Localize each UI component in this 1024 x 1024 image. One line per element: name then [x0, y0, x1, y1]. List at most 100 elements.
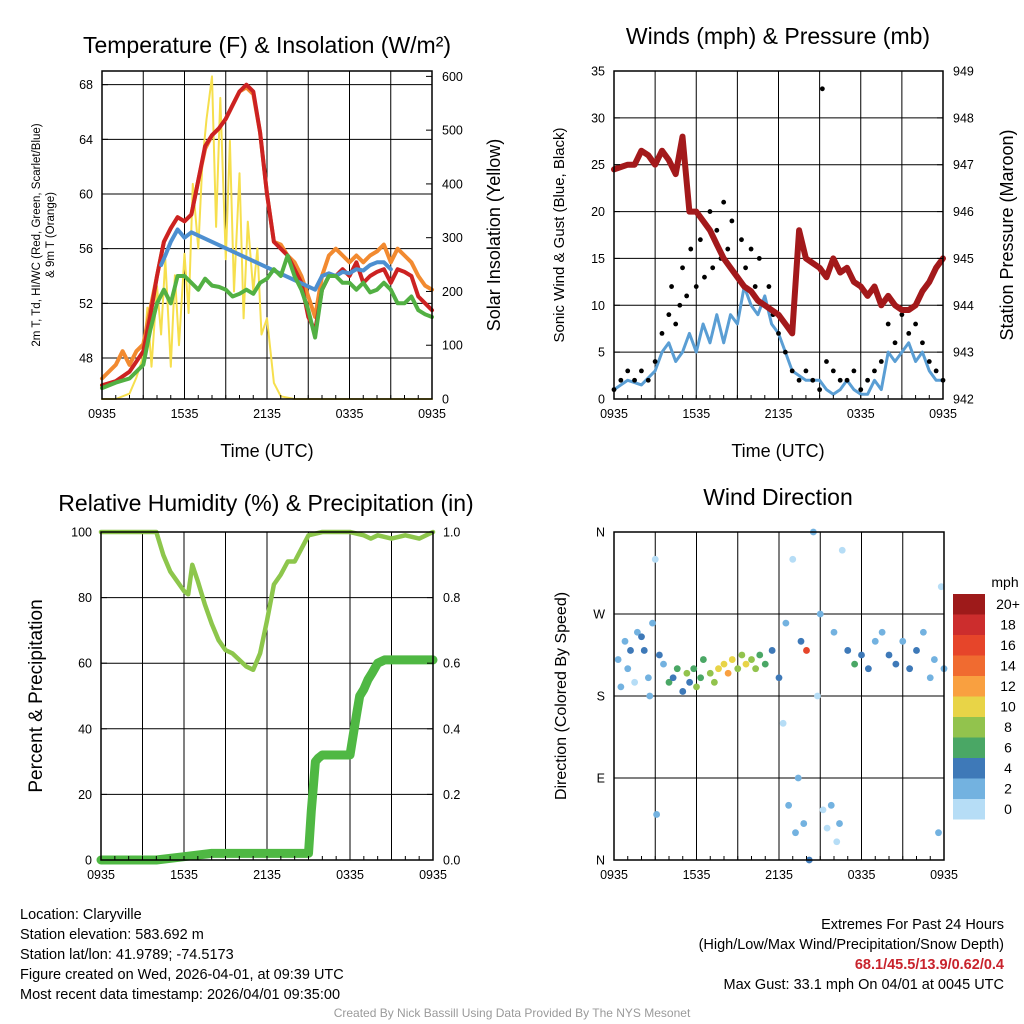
right-tick-label: 0.4	[443, 722, 460, 736]
gust-point	[933, 368, 939, 374]
direction-point	[690, 665, 698, 673]
direction-point	[919, 628, 927, 636]
direction-point	[789, 555, 797, 563]
gust-point	[892, 340, 898, 346]
right-tick-label: 200	[442, 285, 463, 299]
max-gust: Max Gust: 33.1 mph On 04/01 at 0045 UTC	[723, 977, 1004, 993]
gust-point	[830, 368, 836, 374]
humidity-title: Relative Humidity (%) & Precipitation (i…	[58, 490, 473, 516]
gust-point	[669, 284, 674, 289]
left-tick-label: 80	[78, 591, 92, 605]
left-tick-label: 40	[78, 722, 92, 736]
colorbar-label: 10	[1000, 699, 1016, 715]
gust-point	[632, 377, 637, 383]
gust-point	[789, 368, 795, 374]
direction-point	[699, 656, 707, 663]
left-tick-label: 15	[591, 252, 605, 266]
colorbar-label: 4	[1004, 760, 1012, 776]
right-tick-label: 942	[953, 393, 974, 407]
direction-point	[752, 665, 760, 673]
x-tick-label: 0335	[336, 868, 364, 882]
left-tick-label: N	[596, 854, 605, 868]
x-tick-label: 1535	[682, 407, 710, 421]
x-tick-label: 1535	[170, 868, 198, 882]
panel-winds: Winds (mph) & Pressure (mb) 0935 1535 2135…	[551, 23, 1017, 461]
winds-right-label: Station Pressure (Maroon)	[997, 129, 1017, 340]
x-tick-label: 2135	[253, 868, 281, 882]
gust-point	[872, 368, 877, 374]
gust-point	[659, 331, 665, 336]
temperature-right-label: Solar Insolation (Yellow)	[484, 139, 504, 331]
direction-point	[800, 820, 808, 827]
gust-point	[796, 377, 802, 383]
x-tick-label: 0935	[600, 868, 628, 882]
x-tick-label: 2135	[765, 407, 793, 421]
left-tick-label: 64	[79, 133, 93, 147]
series-line-td	[100, 253, 434, 391]
station-info: Location: Claryville Station elevation: …	[20, 905, 344, 1005]
direction-point	[768, 647, 776, 654]
left-tick-label: 100	[71, 526, 92, 540]
x-tick-label: 0935	[600, 407, 628, 421]
direction-point	[794, 774, 802, 782]
direction-title: Wind Direction	[703, 484, 853, 510]
direction-point	[742, 660, 750, 668]
x-tick-label: 0935	[419, 868, 447, 882]
direction-point	[913, 647, 920, 654]
right-tick-label: 944	[953, 299, 974, 313]
direction-point	[816, 610, 824, 618]
humidity-left-label: Percent & Precipitation	[26, 599, 47, 792]
recent-timestamp: Most recent data timestamp: 2026/04/01 0…	[20, 987, 341, 1003]
left-tick-label: 20	[78, 788, 92, 802]
right-tick-label: 100	[442, 339, 463, 353]
gust-point	[851, 368, 857, 374]
series-line-2m-t	[100, 82, 434, 388]
winds-left-label: Sonic Wind & Gust (Blue, Black)	[551, 127, 568, 342]
gust-point	[666, 312, 672, 318]
colorbar-swatch	[953, 778, 985, 799]
gust-point	[824, 359, 829, 364]
panel-temperature: Temperature (F) & Insolation (W/m²) 0935…	[31, 32, 504, 461]
gust-point	[926, 359, 932, 364]
colorbar-swatch	[953, 594, 985, 615]
x-tick-label: 1535	[683, 868, 711, 882]
colorbar-swatch	[953, 676, 985, 697]
gust-point	[702, 274, 707, 280]
gust-point	[776, 331, 781, 336]
direction-point	[660, 660, 667, 668]
direction-point	[930, 656, 938, 663]
right-tick-label: 0.0	[443, 854, 460, 868]
direction-point	[640, 647, 648, 654]
direction-point	[830, 628, 838, 636]
direction-point	[614, 656, 622, 663]
left-tick-label: 0	[85, 854, 92, 868]
direction-point	[697, 674, 705, 682]
colorbar-swatch	[953, 717, 985, 738]
colorbar-label: 12	[1000, 678, 1016, 694]
left-tick-label: 48	[79, 352, 93, 366]
direction-point	[844, 647, 852, 654]
direction-point	[858, 651, 865, 659]
gust-point	[837, 377, 843, 383]
direction-point	[935, 829, 942, 837]
gust-point	[652, 359, 658, 364]
station-location: Location: Claryville	[20, 907, 142, 923]
direction-point	[686, 678, 694, 686]
left-tick-label: E	[597, 772, 605, 786]
left-tick-label: 5	[598, 346, 605, 360]
extremes-box: Extremes For Past 24 Hours (High/Low/Max…	[699, 915, 1004, 995]
direction-point	[819, 806, 827, 814]
direction-point	[683, 669, 691, 677]
gust-point	[817, 387, 823, 393]
direction-point	[646, 692, 654, 700]
gust-point	[782, 349, 788, 355]
direction-point	[838, 546, 846, 554]
direction-point	[892, 660, 900, 668]
extremes-values: 68.1/45.5/13.9/0.62/0.4	[854, 957, 1004, 973]
left-tick-label: 30	[591, 111, 605, 125]
pressure-line	[611, 133, 946, 337]
left-tick-label: 60	[79, 188, 93, 202]
x-tick-label: 0935	[930, 868, 958, 882]
x-tick-label: 1535	[171, 407, 199, 421]
